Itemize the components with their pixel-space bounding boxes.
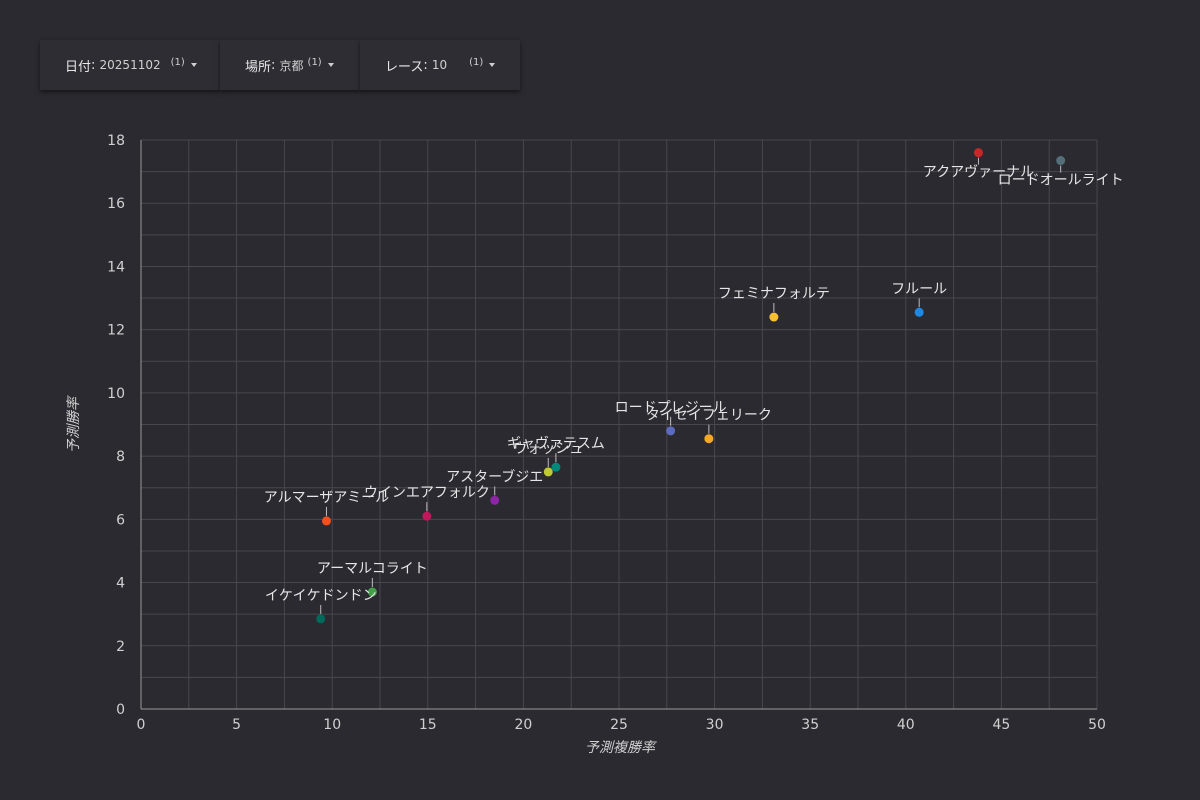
filter-date-label: 日付 [65, 59, 92, 75]
y-axis-label: 予測勝率 [66, 395, 82, 453]
data-point[interactable] [704, 434, 714, 444]
point-label: ウォッシュ [513, 441, 583, 457]
point-label: アスターブジエ [446, 468, 543, 485]
filter-date-count: (1) [170, 56, 185, 68]
point-label: アーマルコライト [317, 561, 428, 577]
x-tick-label: 25 [610, 717, 628, 733]
y-tick-label: 12 [107, 323, 125, 339]
data-point[interactable] [551, 462, 561, 472]
y-tick-label: 4 [116, 576, 125, 592]
point-label: タイセイフェリーク [646, 408, 772, 424]
data-point[interactable] [543, 467, 553, 477]
x-axis-label: 予測複勝率 [585, 740, 657, 756]
data-point[interactable] [666, 426, 676, 436]
filter-place-value: 京都 [279, 58, 304, 73]
filter-place-count: (1) [307, 56, 322, 68]
point-label: ギャヴァテスム [507, 435, 605, 452]
filter-race-count: (1) [469, 56, 484, 68]
x-tick-label: 20 [514, 717, 532, 733]
data-point[interactable] [769, 312, 779, 322]
point-label: ロードプレジール [615, 400, 727, 416]
filter-date[interactable]: 日付: 20251102 (1) [40, 40, 220, 90]
x-tick-label: 10 [323, 717, 341, 733]
x-tick-label: 15 [419, 717, 437, 733]
data-point[interactable] [422, 511, 432, 521]
filter-place-label: 場所 [245, 59, 272, 75]
filter-place[interactable]: 場所: 京都 (1) [220, 40, 360, 90]
y-tick-label: 18 [107, 133, 125, 149]
filter-race[interactable]: レース: 10 (1) [360, 40, 520, 90]
data-point[interactable] [914, 307, 924, 317]
y-tick-label: 10 [107, 386, 125, 402]
x-tick-label: 5 [232, 717, 241, 733]
filter-race-label: レース [385, 59, 424, 75]
y-tick-label: 16 [107, 196, 125, 212]
point-label: フェミナフォルテ [718, 286, 830, 302]
point-label: ロードオールライト [998, 173, 1124, 189]
x-tick-label: 45 [992, 717, 1010, 733]
chart-grid [140, 139, 1098, 710]
dropdown-caret-icon [190, 63, 197, 67]
x-tick-label: 40 [897, 717, 915, 733]
tick-labels: 0 5 10 15 20 25 30 35 40 45 50 0 2 4 6 8 10 12 14 16 18 [107, 133, 1106, 733]
point-label: イケイケドンドン [265, 588, 377, 604]
x-tick-label: 0 [137, 717, 146, 733]
point-label: フルール [891, 281, 947, 297]
data-point[interactable] [490, 495, 500, 505]
y-tick-label: 8 [116, 449, 125, 465]
y-tick-label: 2 [116, 639, 125, 655]
dropdown-caret-icon [327, 63, 334, 67]
data-point[interactable] [316, 614, 326, 624]
point-label: ウインエアフォルク [364, 485, 490, 501]
y-tick-label: 6 [116, 512, 125, 528]
data-point[interactable] [973, 148, 983, 158]
chart-axes [140, 140, 1097, 710]
filter-date-value: 20251102 [99, 58, 161, 72]
filter-race-value: 10 [431, 58, 448, 72]
point-label: アルマーザアミール [264, 490, 389, 506]
y-tick-label: 14 [107, 259, 125, 275]
x-tick-label: 30 [706, 717, 724, 733]
y-tick-label: 0 [116, 702, 125, 718]
data-point[interactable] [1056, 156, 1066, 166]
dropdown-caret-icon [489, 63, 496, 67]
filter-bar: 日付: 20251102 (1) 場所: 京都 (1) レース: 10 (1) [40, 40, 520, 90]
x-tick-label: 35 [801, 717, 819, 733]
data-point[interactable] [367, 587, 377, 597]
point-label: アクアヴァーナル [923, 164, 1034, 181]
x-tick-label: 50 [1088, 717, 1106, 733]
data-point[interactable] [321, 516, 331, 526]
